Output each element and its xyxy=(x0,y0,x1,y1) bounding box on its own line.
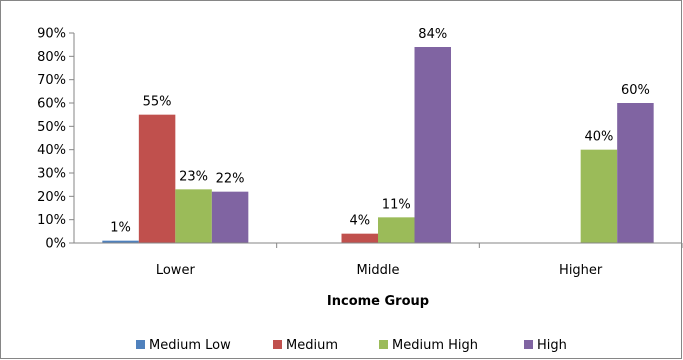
bar-medium-high-lower xyxy=(175,189,212,243)
data-label: 55% xyxy=(143,95,172,110)
legend-swatch xyxy=(136,340,145,349)
y-tick-label: 80% xyxy=(37,50,66,65)
legend-label: Medium xyxy=(286,338,338,353)
y-tick-label: 0% xyxy=(45,237,66,252)
x-tick-label: Higher xyxy=(559,263,603,278)
y-tick-label: 10% xyxy=(37,213,66,228)
bar-medium-lower xyxy=(138,114,176,244)
bar-high-lower xyxy=(211,191,249,243)
legend-label: High xyxy=(537,338,567,353)
y-tick-label: 60% xyxy=(37,97,66,112)
data-label-group: 1% 55% 23% 22% 4% 11% 84% 40% 60% xyxy=(110,27,650,236)
legend-swatch xyxy=(379,340,388,349)
y-tick-label: 70% xyxy=(37,73,66,88)
legend-swatch xyxy=(273,340,282,349)
legend-swatch xyxy=(524,340,533,349)
data-label: 40% xyxy=(584,130,613,145)
y-tick-label: 50% xyxy=(37,120,66,135)
bar-medium-middle xyxy=(341,233,378,243)
data-label: 1% xyxy=(110,221,131,236)
bar-series-group xyxy=(102,47,654,244)
bar-high-middle xyxy=(414,47,451,243)
data-label: 22% xyxy=(216,172,245,187)
data-label: 4% xyxy=(349,214,370,229)
data-label: 11% xyxy=(382,197,411,212)
legend-label: Medium Low xyxy=(149,338,231,353)
bar-high-higher xyxy=(617,103,654,243)
y-tick-label: 30% xyxy=(37,167,66,182)
x-axis-title: Income Group xyxy=(327,294,429,309)
legend-label: Medium High xyxy=(392,338,478,353)
data-label: 23% xyxy=(179,169,208,184)
y-tick-label: 90% xyxy=(37,27,66,42)
x-tick-label: Middle xyxy=(357,263,400,278)
bar-medium-high-higher xyxy=(580,149,618,243)
x-axis: Lower Middle Higher xyxy=(156,243,683,278)
data-label: 84% xyxy=(418,27,447,42)
legend: Medium Low Medium Medium High High xyxy=(136,338,567,353)
bar-medium-low-lower xyxy=(102,240,139,243)
x-tick-label: Lower xyxy=(156,263,196,278)
y-tick-label: 40% xyxy=(37,143,66,158)
y-tick-label: 20% xyxy=(37,190,66,205)
y-axis: 0% 10% 20% 30% 40% 50% 60% 70% 80% 90% xyxy=(37,27,74,252)
bar-medium-high-middle xyxy=(378,217,415,243)
data-label: 60% xyxy=(621,83,650,98)
